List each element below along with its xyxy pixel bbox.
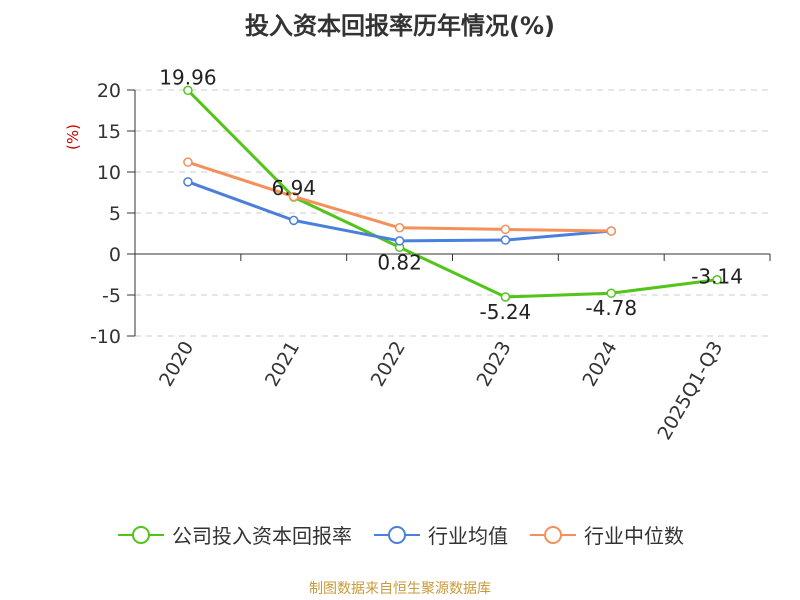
x-tick-label: 2020 (155, 338, 198, 391)
data-label: 0.82 (377, 250, 422, 274)
y-tick-label: -5 (102, 285, 121, 307)
data-point (394, 236, 405, 246)
legend-item-company-roic[interactable]: 公司投入资本回报率 (116, 520, 352, 549)
data-point (606, 288, 616, 298)
data-point (712, 274, 722, 285)
x-tick-label: 2023 (473, 337, 516, 390)
data-point (183, 157, 193, 167)
x-tick-label: 2025Q1-Q3 (653, 338, 727, 444)
y-tick-label: -10 (90, 326, 121, 348)
data-label: -3.14 (691, 265, 743, 289)
legend-label: 公司投入资本回报率 (172, 524, 352, 548)
legend-label: 行业中位数 (584, 524, 684, 548)
data-label: 6.94 (271, 176, 316, 200)
chart-legend: 公司投入资本回报率 行业均值 行业中位数 (0, 520, 800, 549)
x-tick-label: 2021 (261, 338, 304, 391)
x-tick-label: 2022 (367, 338, 410, 391)
data-point (183, 177, 193, 187)
data-point (606, 226, 616, 236)
data-label: -5.24 (480, 300, 532, 324)
data-point (289, 215, 299, 226)
legend-item-industry-median[interactable]: 行业中位数 (528, 520, 684, 549)
legend-line-icon (118, 525, 164, 544)
chart-title: 投入资本回报率历年情况(%) (245, 12, 555, 40)
y-tick-label: 15 (97, 121, 121, 143)
legend-item-industry-mean[interactable]: 行业均值 (372, 520, 508, 549)
data-label: -4.78 (585, 296, 637, 320)
y-tick-label: 0 (109, 244, 121, 266)
y-tick-label: 10 (97, 162, 121, 184)
data-source-note: 制图数据来自恒生聚源数据库 (309, 581, 491, 597)
legend-label: 行业均值 (428, 524, 508, 548)
legend-line-icon (374, 525, 420, 544)
data-point (500, 224, 511, 235)
x-tick-label: 2024 (578, 338, 621, 391)
legend-line-icon (530, 525, 576, 544)
y-tick-label: 20 (97, 80, 121, 102)
y-tick-label: 5 (109, 203, 121, 225)
data-point (183, 85, 193, 96)
data-point (500, 292, 511, 302)
series-line (186, 89, 718, 299)
data-label: 19.96 (159, 65, 216, 89)
data-point (500, 235, 511, 245)
data-point (289, 191, 299, 202)
data-point (394, 223, 405, 233)
